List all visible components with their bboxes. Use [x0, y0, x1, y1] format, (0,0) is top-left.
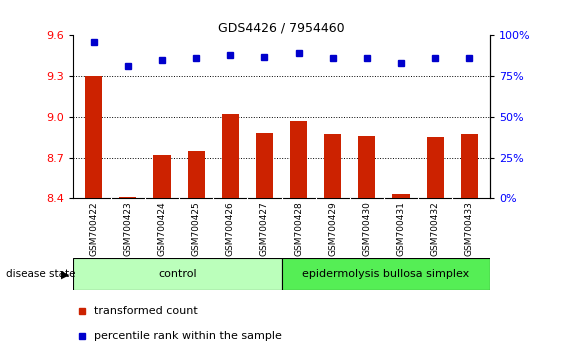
Bar	[282, 258, 490, 290]
Bar	[461, 135, 478, 198]
Text: GSM700430: GSM700430	[363, 201, 372, 256]
Bar	[358, 136, 376, 198]
Text: GSM700433: GSM700433	[465, 201, 474, 256]
Text: transformed count: transformed count	[95, 306, 198, 316]
Text: GSM700427: GSM700427	[260, 201, 269, 256]
Text: GSM700431: GSM700431	[396, 201, 405, 256]
Bar	[187, 151, 205, 198]
Bar	[73, 258, 282, 290]
Bar	[392, 194, 409, 198]
Bar	[85, 76, 102, 198]
Text: percentile rank within the sample: percentile rank within the sample	[95, 331, 282, 341]
Title: GDS4426 / 7954460: GDS4426 / 7954460	[218, 21, 345, 34]
Text: GSM700422: GSM700422	[89, 201, 98, 256]
Text: disease state: disease state	[6, 269, 75, 279]
Text: GSM700426: GSM700426	[226, 201, 235, 256]
Bar	[256, 133, 273, 198]
Bar	[427, 137, 444, 198]
Text: GSM700428: GSM700428	[294, 201, 303, 256]
Text: GSM700432: GSM700432	[431, 201, 440, 256]
Bar	[222, 114, 239, 198]
Text: GSM700424: GSM700424	[158, 201, 167, 256]
Text: GSM700429: GSM700429	[328, 201, 337, 256]
Bar	[290, 121, 307, 198]
Text: control: control	[158, 269, 196, 279]
Text: epidermolysis bullosa simplex: epidermolysis bullosa simplex	[302, 269, 470, 279]
Text: ▶: ▶	[60, 269, 69, 279]
Bar	[119, 197, 136, 198]
Text: GSM700423: GSM700423	[123, 201, 132, 256]
Bar	[154, 155, 171, 198]
Bar	[324, 135, 341, 198]
Text: GSM700425: GSM700425	[191, 201, 200, 256]
